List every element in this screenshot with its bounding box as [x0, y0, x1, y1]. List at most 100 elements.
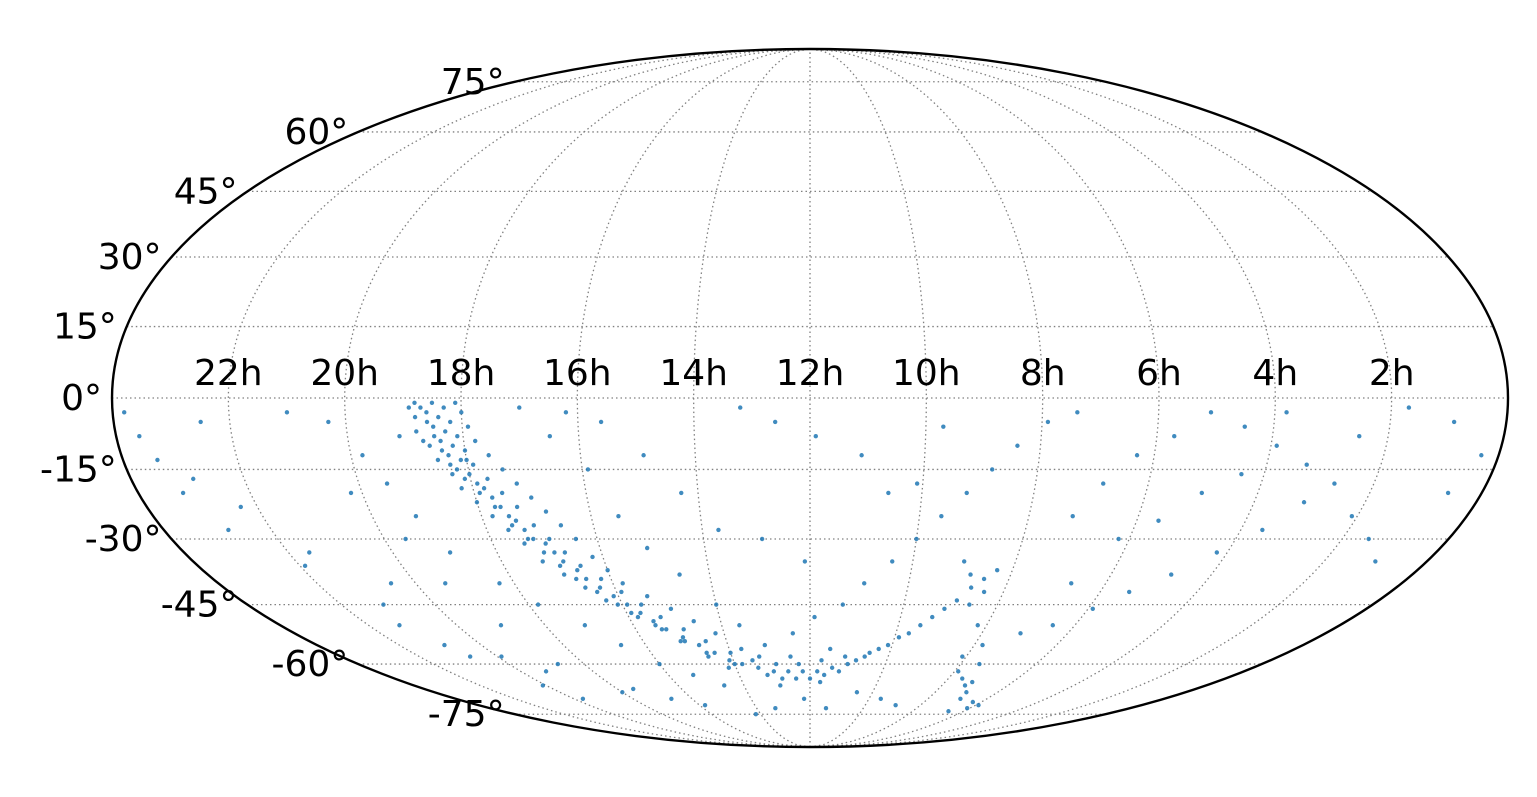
data-point: [541, 550, 547, 555]
data-point: [968, 572, 973, 577]
data-point: [1075, 410, 1080, 415]
data-point: [819, 658, 824, 663]
data-point: [939, 513, 944, 519]
data-point: [555, 661, 561, 667]
data-point: [1070, 513, 1075, 519]
data-point: [441, 405, 446, 410]
data-point: [796, 661, 801, 667]
data-point: [1134, 453, 1140, 458]
data-point: [497, 581, 502, 586]
data-point: [977, 661, 982, 667]
data-point: [956, 669, 961, 674]
data-point: [896, 635, 902, 640]
data-point: [750, 658, 755, 663]
data-point: [1199, 490, 1205, 496]
data-point: [481, 486, 487, 491]
data-point: [467, 471, 472, 477]
data-point: [514, 481, 519, 486]
data-point: [543, 509, 549, 514]
data-point: [388, 581, 394, 586]
ra-gridline: [809, 48, 927, 748]
data-point: [421, 438, 426, 444]
data-point: [954, 598, 960, 603]
data-point: [618, 642, 624, 648]
data-point: [439, 448, 445, 453]
data-point: [635, 614, 641, 620]
data-point: [821, 672, 827, 678]
data-point: [454, 467, 460, 472]
data-point: [547, 536, 552, 542]
data-point: [619, 589, 624, 595]
data-point: [1445, 490, 1451, 496]
data-point: [980, 642, 985, 648]
data-point: [669, 696, 674, 702]
data-point: [1126, 589, 1132, 595]
data-point: [1284, 410, 1289, 415]
data-point: [812, 614, 817, 620]
data-point: [867, 650, 872, 656]
data-point: [679, 490, 684, 496]
data-point: [645, 593, 650, 599]
data-point: [620, 581, 625, 586]
data-point: [1069, 581, 1074, 586]
data-point: [360, 453, 365, 458]
data-point: [823, 706, 829, 711]
data-point: [427, 443, 432, 448]
data-point: [397, 434, 402, 439]
data-point: [1349, 513, 1355, 519]
data-point: [964, 490, 969, 496]
data-point: [1242, 424, 1247, 429]
data-point: [836, 669, 842, 674]
data-point: [509, 523, 515, 528]
data-point: [540, 559, 545, 564]
data-point: [598, 419, 604, 425]
data-point: [450, 443, 455, 448]
data-point: [598, 576, 604, 582]
ra-gridline: [809, 48, 1276, 748]
data-point: [631, 686, 636, 692]
data-point: [976, 702, 981, 708]
dec-tick-label: 0°: [61, 378, 102, 419]
data-point: [780, 676, 785, 681]
data-point: [859, 453, 864, 458]
data-point: [778, 683, 783, 688]
data-point: [691, 618, 696, 624]
data-point: [722, 683, 727, 688]
data-point: [226, 527, 231, 533]
dec-tick-label: -15°: [40, 449, 117, 490]
data-point: [793, 676, 799, 681]
data-point: [1169, 572, 1174, 577]
ra-gridline: [460, 48, 811, 748]
dec-tick-label: 45°: [174, 171, 238, 212]
data-point: [597, 585, 603, 590]
data-point: [840, 602, 846, 607]
data-point: [740, 661, 745, 667]
data-point: [726, 665, 731, 670]
data-point: [191, 476, 196, 482]
data-point: [1260, 527, 1265, 533]
data-point: [788, 654, 793, 659]
data-point: [543, 541, 548, 546]
data-point: [765, 672, 770, 678]
data-point: [664, 627, 669, 632]
data-point: [462, 476, 468, 482]
data-point: [580, 696, 586, 702]
data-point: [930, 614, 935, 620]
data-point: [414, 429, 419, 434]
data-point: [513, 518, 519, 523]
data-point: [475, 481, 480, 486]
data-point: [629, 610, 634, 616]
data-point: [326, 419, 331, 425]
data-point: [1018, 631, 1023, 636]
data-point: [446, 453, 451, 458]
data-point: [1357, 434, 1362, 439]
data-point: [558, 523, 564, 528]
data-point: [638, 610, 643, 616]
data-point: [790, 631, 796, 636]
data-point: [492, 504, 498, 510]
data-point: [522, 527, 527, 533]
data-point: [418, 405, 423, 410]
ra-gridline: [809, 48, 1393, 748]
data-point: [862, 581, 867, 586]
